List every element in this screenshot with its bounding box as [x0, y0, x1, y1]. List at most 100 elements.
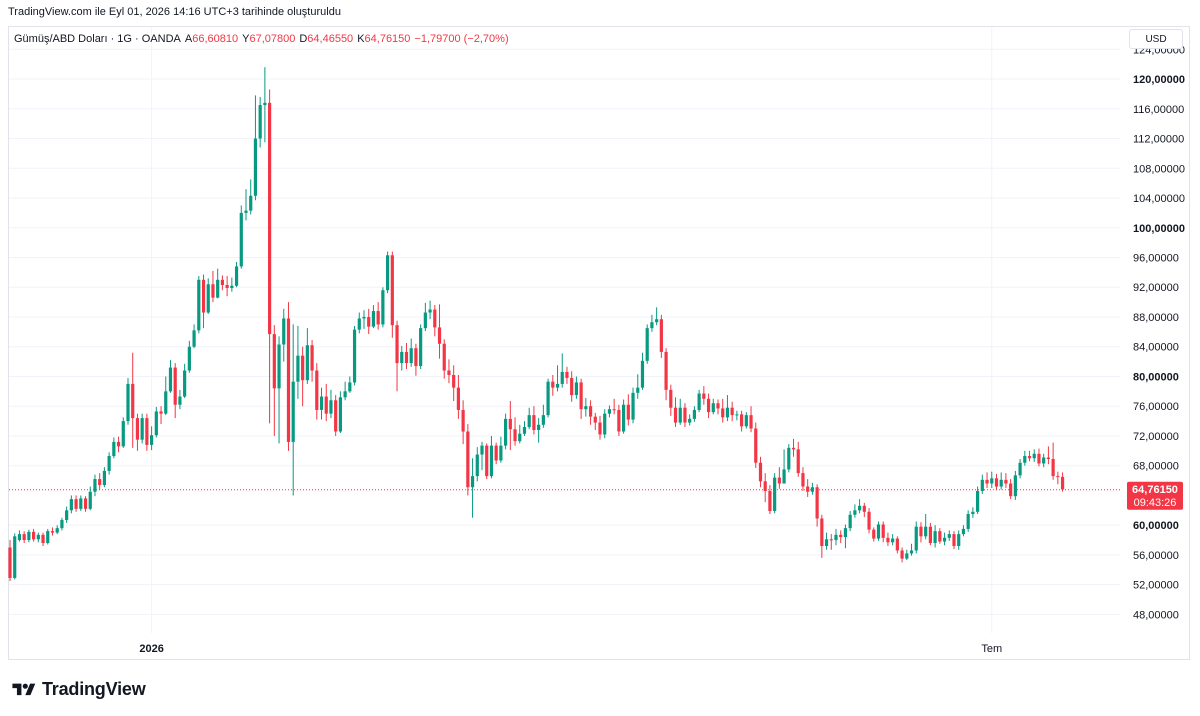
candle-body	[395, 325, 399, 364]
candle	[834, 528, 838, 546]
candle	[862, 502, 866, 518]
candle-body	[183, 370, 187, 397]
candle	[1046, 446, 1050, 465]
candle	[824, 532, 829, 550]
candle	[1037, 448, 1041, 467]
candle-body	[504, 418, 508, 446]
candle-body	[683, 407, 687, 423]
y-tick-label: 116,00000	[1133, 104, 1184, 116]
low-label: D	[299, 33, 308, 45]
chart-grid	[9, 27, 1120, 633]
candle	[791, 438, 796, 457]
candle	[971, 507, 975, 518]
candle-body	[730, 407, 734, 416]
candle-body	[36, 534, 40, 540]
candle-body	[867, 511, 871, 530]
candle	[456, 374, 460, 419]
candle-body	[352, 329, 357, 383]
candle-body	[145, 418, 149, 445]
candle	[1018, 459, 1022, 479]
candle-body	[65, 510, 69, 520]
candle	[461, 400, 465, 445]
y-tick-label: 112,00000	[1133, 134, 1184, 146]
currency-button[interactable]: USD	[1129, 29, 1183, 49]
candle-body	[527, 415, 531, 428]
candle	[211, 270, 215, 303]
candle	[348, 376, 352, 393]
candle-body	[447, 370, 451, 375]
y-tick-label: 60,00000	[1133, 520, 1179, 532]
close-label: K	[357, 33, 365, 45]
candle	[749, 406, 753, 433]
candle	[126, 377, 130, 425]
candle	[272, 325, 276, 436]
candle	[546, 378, 550, 418]
candle	[352, 325, 357, 386]
candle	[135, 413, 140, 451]
candle	[706, 393, 711, 419]
candle-body	[1009, 483, 1013, 497]
candle	[79, 495, 83, 512]
candle-body	[711, 403, 715, 413]
candle-body	[758, 462, 763, 482]
candle-body	[329, 400, 333, 414]
candle	[305, 328, 309, 384]
candle-body	[555, 383, 560, 388]
candle-body	[46, 531, 50, 544]
candle	[83, 496, 88, 512]
candle-body	[820, 518, 824, 547]
candle	[107, 452, 111, 475]
candle	[17, 530, 22, 542]
candle-body	[291, 381, 295, 442]
candle-body	[22, 534, 26, 541]
candle	[692, 406, 696, 422]
candle	[702, 386, 706, 405]
candle-body	[513, 429, 517, 442]
candle	[603, 409, 607, 439]
candle-body	[489, 445, 494, 477]
candle	[584, 398, 588, 417]
candle-body	[815, 487, 819, 519]
candle-body	[773, 477, 777, 512]
candle	[183, 363, 187, 399]
candle	[815, 484, 819, 527]
candle-body	[858, 505, 862, 511]
candle-body	[645, 328, 649, 361]
tradingview-logo[interactable]: TradingView	[10, 679, 146, 700]
candle	[121, 417, 125, 448]
y-tick-label: 84,00000	[1133, 342, 1179, 354]
candle	[244, 189, 248, 221]
candle-body	[692, 409, 696, 419]
candle	[673, 397, 678, 428]
candle	[820, 514, 824, 558]
candle	[291, 324, 295, 496]
y-tick-label: 56,00000	[1133, 550, 1179, 562]
candle	[8, 540, 12, 581]
candle-body	[640, 360, 645, 388]
candle-body	[93, 479, 97, 492]
chart-frame	[8, 26, 1190, 660]
candle-body	[315, 370, 319, 410]
candle	[806, 479, 810, 497]
candle-body	[263, 102, 267, 106]
candle-body	[881, 524, 885, 538]
y-tick-label: 48,00000	[1133, 609, 1179, 621]
candle-body	[150, 435, 154, 445]
symbol-label[interactable]: Gümüş/ABD Doları · 1G · OANDA	[14, 33, 181, 45]
candle-body	[173, 367, 177, 405]
candle	[442, 339, 446, 379]
candle	[206, 278, 210, 315]
candle-body	[957, 534, 961, 547]
candle	[286, 302, 291, 451]
candle	[924, 514, 928, 540]
candle-body	[268, 102, 272, 335]
candle-body	[282, 318, 286, 345]
candle	[961, 525, 966, 537]
candle	[716, 399, 720, 415]
candle	[400, 345, 404, 371]
y-tick-label: 68,00000	[1133, 461, 1179, 473]
candle	[423, 302, 427, 332]
candle	[725, 395, 730, 422]
candle-body	[206, 284, 210, 313]
